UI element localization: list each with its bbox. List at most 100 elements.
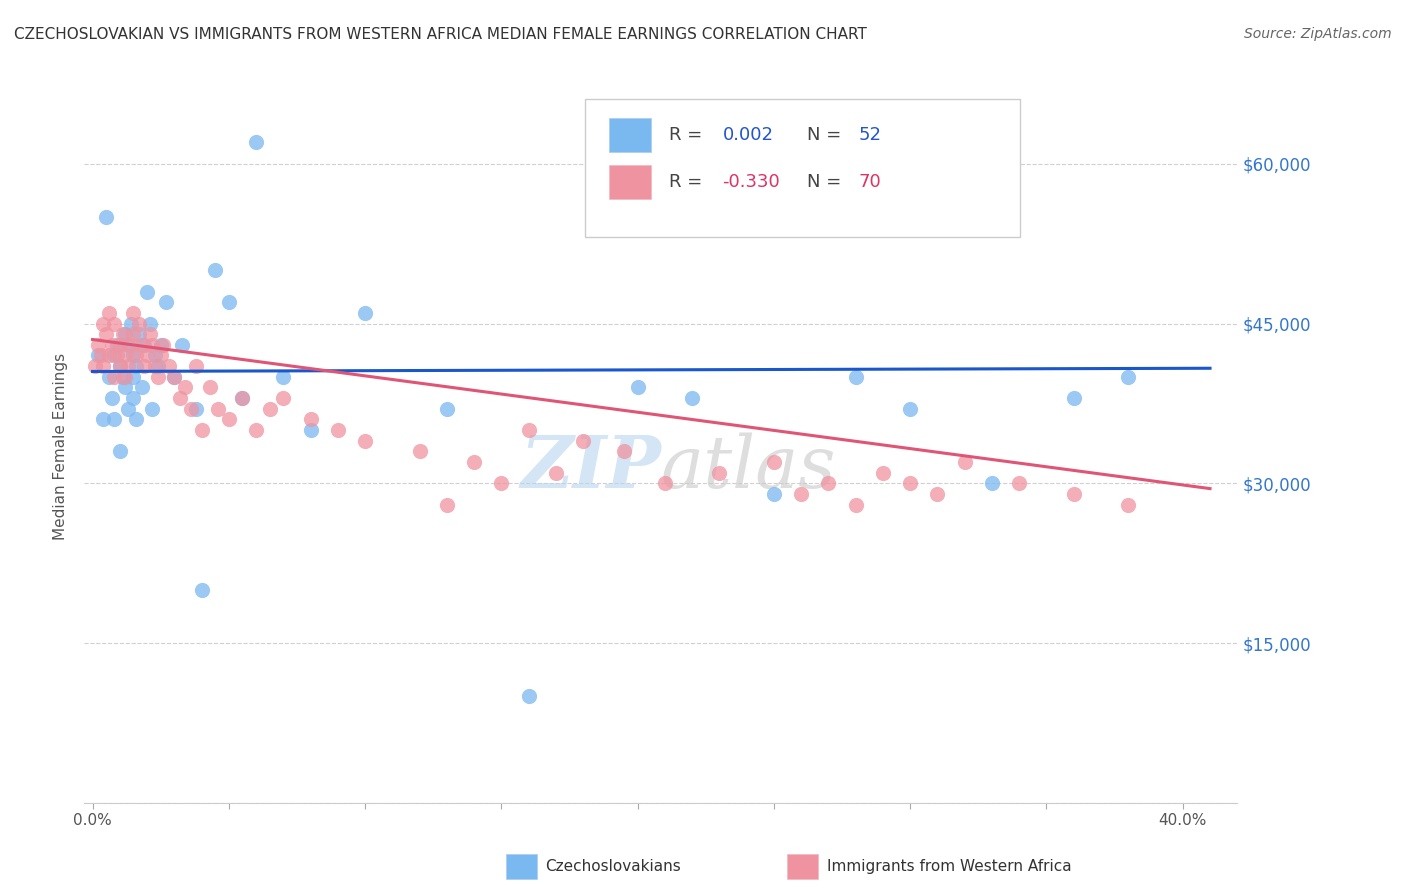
Text: 0.002: 0.002 (723, 126, 773, 144)
Point (128, 317, 150, 331)
Point (125, 359, 148, 373)
Point (654, 476, 676, 491)
Point (122, 306, 145, 320)
Point (108, 359, 131, 373)
Point (122, 327, 145, 342)
Point (149, 349, 172, 363)
Point (190, 582, 212, 597)
Point (103, 317, 125, 331)
Point (544, 466, 567, 480)
Point (218, 295, 240, 310)
Point (898, 476, 921, 491)
Point (143, 349, 166, 363)
Point (139, 327, 162, 342)
Point (120, 317, 142, 331)
Point (845, 498, 868, 512)
Point (326, 423, 349, 437)
Point (111, 369, 134, 384)
Point (87, 349, 110, 363)
Point (231, 391, 253, 405)
Point (273, 369, 295, 384)
Point (122, 369, 145, 384)
Point (114, 327, 136, 342)
Point (1116, 369, 1139, 384)
Point (139, 317, 162, 331)
Point (108, 359, 131, 373)
Point (299, 423, 322, 437)
Point (354, 434, 377, 448)
Point (125, 349, 148, 363)
Point (120, 338, 142, 352)
Point (122, 349, 145, 363)
Point (157, 359, 180, 373)
Point (100, 391, 122, 405)
Point (149, 338, 172, 352)
Point (762, 455, 785, 469)
Point (114, 380, 136, 394)
Text: N =: N = (807, 126, 846, 144)
Point (125, 412, 148, 426)
Text: CZECHOSLOVAKIAN VS IMMIGRANTS FROM WESTERN AFRICA MEDIAN FEMALE EARNINGS CORRELA: CZECHOSLOVAKIAN VS IMMIGRANTS FROM WESTE… (14, 27, 868, 42)
Point (136, 349, 159, 363)
Point (207, 401, 229, 416)
Point (245, 136, 267, 150)
Point (146, 369, 169, 384)
Point (613, 444, 636, 458)
Point (463, 455, 485, 469)
Point (180, 401, 202, 416)
Point (93, 317, 115, 331)
Text: Source: ZipAtlas.com: Source: ZipAtlas.com (1244, 27, 1392, 41)
Point (134, 359, 156, 373)
Point (152, 338, 174, 352)
Point (141, 401, 163, 416)
Point (408, 444, 430, 458)
Point (97, 369, 120, 384)
Point (96, 327, 118, 342)
Text: atlas: atlas (661, 432, 837, 503)
Point (198, 380, 221, 394)
Point (146, 359, 169, 373)
Text: N =: N = (807, 173, 846, 191)
Point (231, 391, 253, 405)
Point (184, 401, 207, 416)
Point (790, 487, 813, 501)
Point (131, 338, 153, 352)
Point (96, 210, 118, 224)
Point (354, 306, 377, 320)
Point (155, 295, 177, 310)
Point (299, 412, 322, 426)
Point (103, 369, 125, 384)
Point (108, 338, 131, 352)
Point (128, 327, 150, 342)
Point (174, 380, 197, 394)
Text: Czechoslovakians: Czechoslovakians (546, 859, 682, 873)
Point (169, 391, 191, 405)
Point (134, 338, 156, 352)
Point (1063, 487, 1085, 501)
Point (117, 401, 139, 416)
Point (190, 423, 212, 437)
Point (517, 690, 540, 704)
Point (90, 349, 112, 363)
Point (141, 338, 163, 352)
Point (436, 401, 458, 416)
Point (273, 391, 295, 405)
Point (627, 380, 650, 394)
Point (103, 349, 125, 363)
Text: R =: R = (669, 126, 709, 144)
Point (87, 338, 110, 352)
Point (100, 338, 122, 352)
Point (93, 412, 115, 426)
Point (681, 391, 703, 405)
Point (436, 498, 458, 512)
Point (163, 369, 186, 384)
Point (245, 423, 267, 437)
Point (105, 338, 128, 352)
Text: Immigrants from Western Africa: Immigrants from Western Africa (827, 859, 1071, 873)
Text: -0.330: -0.330 (723, 173, 780, 191)
Point (817, 476, 839, 491)
Point (204, 263, 226, 277)
Point (97, 349, 120, 363)
Text: 70: 70 (859, 173, 882, 191)
Point (491, 476, 513, 491)
